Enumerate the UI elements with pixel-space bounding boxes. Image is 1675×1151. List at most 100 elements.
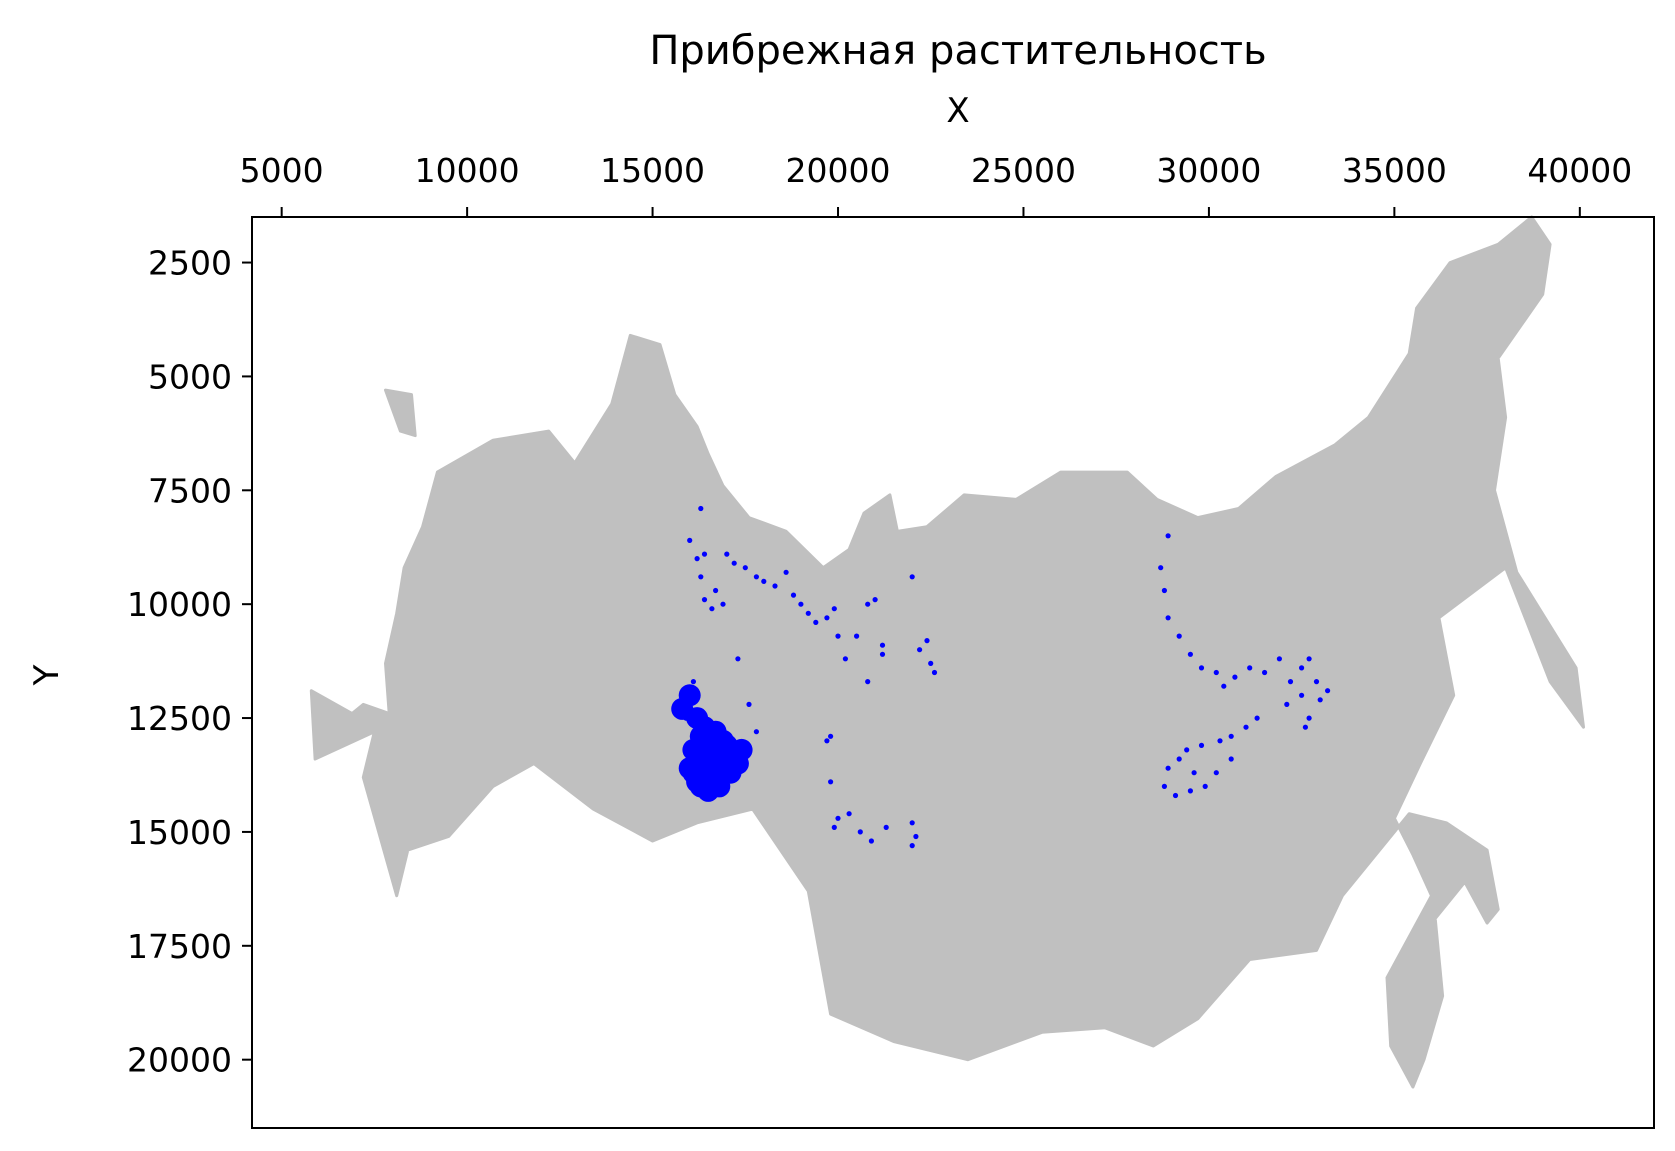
data-point — [1317, 697, 1323, 703]
data-point — [790, 592, 797, 598]
data-point — [879, 642, 886, 648]
data-point — [831, 824, 837, 831]
data-point — [1228, 756, 1234, 762]
chart-title: Прибрежная растительность — [649, 28, 1266, 74]
data-point — [865, 679, 871, 685]
data-point — [1325, 688, 1331, 694]
cluster-point — [678, 684, 701, 707]
data-point — [879, 651, 886, 657]
data-point — [1247, 665, 1253, 671]
y-axis: 2500 5000 7500 10000 12500 15000 17500 20000 — [127, 244, 252, 1080]
data-point — [746, 701, 752, 708]
data-point — [1262, 669, 1268, 676]
y-tick-label: 15000 — [127, 813, 232, 852]
data-point — [753, 574, 760, 580]
data-point — [1221, 683, 1227, 689]
data-point — [1213, 669, 1219, 676]
data-point — [872, 597, 878, 603]
cluster-point — [730, 738, 753, 761]
plot-frame — [251, 216, 1655, 1129]
data-point — [1306, 656, 1312, 662]
y-axis-label: Y — [27, 664, 67, 686]
cluster-point — [708, 757, 731, 780]
data-point — [1243, 724, 1249, 730]
data-point — [1191, 770, 1197, 776]
data-point — [698, 505, 704, 512]
cluster-point — [689, 775, 712, 798]
data-point — [753, 729, 760, 735]
data-point — [828, 779, 834, 785]
data-point — [1213, 770, 1219, 776]
data-point — [724, 551, 730, 557]
land-mass-area — [309, 215, 1585, 1089]
data-point — [1165, 533, 1171, 539]
data-point — [909, 574, 915, 580]
data-point — [835, 633, 841, 639]
data-point — [1302, 724, 1308, 730]
data-point — [1232, 674, 1238, 680]
data-point — [701, 597, 708, 603]
data-point — [1299, 665, 1305, 671]
x-tick-label: 40000 — [1527, 151, 1632, 190]
data-point — [883, 824, 889, 831]
data-point — [731, 560, 737, 566]
data-point — [798, 601, 804, 607]
data-point — [720, 601, 726, 607]
data-point — [1165, 765, 1171, 771]
island-area — [384, 388, 417, 438]
data-point — [1158, 565, 1164, 571]
x-tick-label: 20000 — [786, 151, 891, 190]
data-point — [842, 656, 849, 662]
data-point — [1284, 701, 1290, 708]
data-point — [1187, 651, 1193, 657]
x-tick-label: 35000 — [1342, 151, 1447, 190]
data-point — [698, 574, 704, 580]
y-tick-label: 12500 — [127, 699, 232, 738]
data-point — [1202, 783, 1208, 790]
data-point — [928, 660, 934, 667]
data-point — [924, 638, 930, 644]
series-1 — [671, 684, 753, 802]
data-point — [1176, 633, 1182, 639]
x-tick-label: 5000 — [240, 151, 324, 190]
data-point — [742, 565, 748, 571]
data-point — [761, 578, 767, 585]
data-point — [1228, 733, 1234, 739]
data-point — [824, 615, 830, 621]
series-0 — [683, 505, 1331, 849]
data-point — [1198, 665, 1205, 671]
background-points-layer — [309, 215, 1585, 1089]
data-point — [772, 583, 778, 589]
data-point — [1198, 742, 1205, 749]
data-point — [1306, 715, 1312, 721]
y-tick-label: 7500 — [148, 471, 232, 510]
data-point — [828, 733, 834, 739]
data-point — [1161, 587, 1167, 594]
x-tick-label: 25000 — [971, 151, 1076, 190]
x-axis-label: X — [946, 91, 969, 131]
x-tick-label: 10000 — [415, 151, 520, 190]
data-point — [1217, 738, 1223, 744]
data-point — [1254, 715, 1260, 721]
data-point — [1176, 756, 1182, 762]
data-point — [1161, 783, 1167, 790]
data-point — [805, 610, 811, 616]
cluster-point — [704, 720, 727, 743]
data-point — [909, 820, 915, 826]
data-point — [701, 551, 708, 557]
data-point — [709, 606, 715, 612]
data-point — [735, 656, 741, 662]
data-point — [917, 647, 923, 653]
data-point — [854, 633, 860, 639]
data-point — [1165, 615, 1171, 621]
y-tick-label: 10000 — [127, 585, 232, 624]
data-point — [1287, 679, 1294, 685]
data-point — [690, 679, 697, 685]
data-point — [1313, 679, 1320, 685]
x-tick-label: 15000 — [600, 151, 705, 190]
y-tick-label: 2500 — [148, 244, 232, 283]
data-point — [868, 838, 875, 844]
data-point — [687, 537, 693, 544]
y-tick-label: 5000 — [148, 357, 232, 396]
data-point — [783, 569, 789, 575]
